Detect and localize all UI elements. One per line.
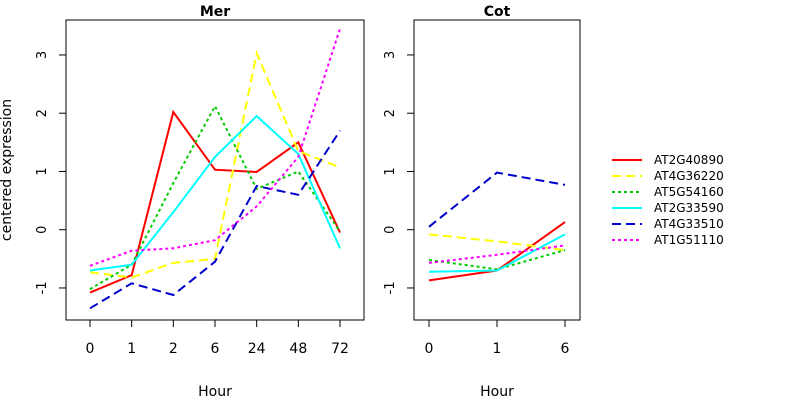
y-tick-label-mer: 2 — [35, 109, 50, 117]
legend-label-at2g40890: AT2G40890 — [654, 153, 724, 167]
series-line-at2g33590-cot — [428, 233, 566, 273]
panel-cot: Cot 0 1 6 -1 0 1 2 3 Hour — [383, 4, 581, 400]
y-axis-title-mer: centered expression — [0, 99, 15, 241]
legend-label-at2g33590: AT2G33590 — [654, 201, 724, 215]
plot-frame-cot — [413, 19, 581, 321]
series-line-at1g51110-mer — [89, 28, 341, 267]
y-tick-label-cot: -1 — [383, 281, 398, 294]
x-axis-title-cot: Hour — [480, 384, 514, 400]
series-line-at5g54160-cot — [428, 249, 566, 271]
series-line-at1g51110-cot — [428, 244, 566, 264]
y-tick-label-cot: 2 — [383, 109, 398, 117]
y-tick-label-mer: -1 — [35, 281, 50, 294]
series-line-at4g33510-cot — [428, 171, 566, 228]
legend-label-at1g51110: AT1G51110 — [654, 233, 724, 247]
x-tick-label-mer: 1 — [127, 341, 136, 357]
x-tick-label-mer: 48 — [289, 341, 307, 357]
y-tick-label-cot: 0 — [383, 226, 398, 234]
x-tick-label-mer: 72 — [331, 341, 349, 357]
legend-label-at4g33510: AT4G33510 — [654, 217, 724, 231]
x-tick-label-mer: 24 — [248, 341, 266, 357]
legend-label-at5g54160: AT5G54160 — [654, 185, 724, 199]
series-line-at2g33590-mer — [89, 114, 341, 272]
y-tick-label-mer: 1 — [35, 167, 50, 175]
x-axis-title-mer: Hour — [198, 384, 232, 400]
panel-mer: Mer 0 1 2 6 24 48 72 -1 0 1 2 3 Hour centered expressi… — [0, 4, 365, 400]
x-tick-label-cot: 1 — [493, 341, 502, 357]
y-tick-label-cot: 3 — [383, 51, 398, 59]
legend-label-at4g36220: AT4G36220 — [654, 169, 724, 183]
x-tick-label-cot: 6 — [561, 341, 570, 357]
y-tick-label-mer: 3 — [35, 51, 50, 59]
chart-title-cot: Cot — [484, 4, 511, 20]
x-tick-label-mer: 2 — [169, 341, 178, 357]
x-tick-label-mer: 0 — [86, 341, 95, 357]
y-tick-label-cot: 1 — [383, 167, 398, 175]
series-line-at4g33510-mer — [89, 130, 341, 310]
series-line-at4g36220-mer — [89, 49, 341, 279]
y-tick-label-mer: 0 — [35, 226, 50, 234]
series-line-at2g40890-mer — [89, 109, 341, 294]
x-tick-label-mer: 6 — [211, 341, 220, 357]
legend: AT2G40890 AT4G36220 AT5G54160 AT2G33590 AT4G… — [612, 153, 724, 247]
x-tick-label-cot: 0 — [425, 341, 434, 357]
chart-title-mer: Mer — [200, 4, 230, 20]
